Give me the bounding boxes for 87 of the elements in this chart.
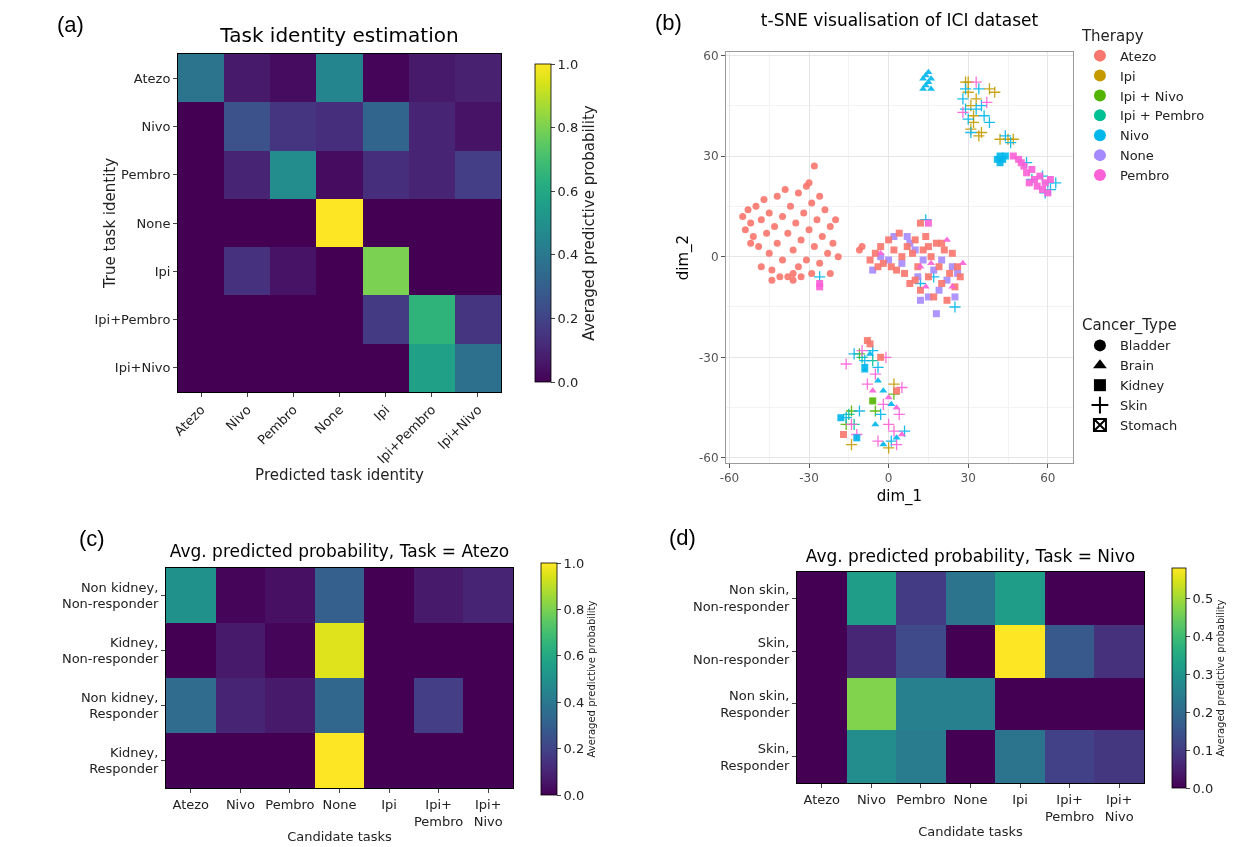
chart-title: t-SNE visualisation of ICI dataset: [760, 9, 1039, 30]
x-axis-title: dim_1: [876, 487, 923, 507]
color-bar-label: 1.0: [557, 56, 579, 72]
text: (a): [57, 12, 84, 37]
color-bar-label: 1.0: [563, 555, 585, 571]
chart-title: Task identity estimation: [219, 23, 459, 47]
y-tick-label: -60: [698, 451, 719, 466]
y-tick-label: Non skin, Responder: [720, 687, 791, 720]
chart-title: Avg. predicted probability, Task = Atezo: [169, 540, 510, 561]
y-tick-label: 30: [703, 149, 719, 164]
y-tick-label: Kidney, Non-responder: [61, 634, 160, 667]
x-tick-label: Atezo: [172, 796, 210, 812]
y-tick-label: Atezo: [133, 70, 171, 86]
color-bar-label: 0.8: [563, 601, 585, 617]
y-tick-label: Ipi+Pembro: [94, 312, 171, 328]
y-tick-label: Pembro: [121, 167, 171, 183]
y-tick-label: Kidney, Responder: [89, 744, 160, 777]
color-bar-label: 0.0: [557, 374, 579, 390]
y-tick-label: Skin, Responder: [720, 740, 791, 773]
legend-label: Ipi + Pembro: [1119, 108, 1205, 124]
text: Cancer_Type: [1081, 316, 1177, 335]
color-bar-label: 0.4: [1192, 628, 1214, 644]
x-tick-label: None: [322, 796, 357, 812]
x-tick-label: Atezo: [803, 791, 841, 807]
color-bar-title: Averaged predictive probability: [1215, 599, 1227, 757]
text: (b): [655, 10, 682, 35]
legend-label: None: [1119, 148, 1154, 164]
y-tick-label: Ipi: [154, 263, 171, 279]
color-bar-label: 0.8: [557, 120, 579, 136]
legend-label: Nivo: [1119, 128, 1149, 144]
text: Therapy: [1081, 26, 1144, 45]
x-tick-label: Ipi+ Nivo: [1104, 791, 1134, 824]
color-bar-label: 0.0: [563, 787, 585, 803]
x-tick-label: Ipi+ Pembro: [1044, 791, 1095, 824]
legend-label: Skin: [1119, 398, 1148, 414]
x-tick-label: Ipi+ Pembro: [413, 796, 464, 829]
y-axis-title: dim_2: [674, 234, 694, 281]
x-tick-label: Pembro: [265, 796, 315, 812]
legend-label: Ipi: [1119, 68, 1136, 84]
color-bar-label: 0.2: [1192, 704, 1214, 720]
legend-label: Kidney: [1119, 378, 1165, 394]
color-bar-label: 0.2: [557, 310, 579, 326]
legend-label: Atezo: [1119, 48, 1157, 64]
color-bar-label: 0.1: [1192, 742, 1214, 758]
x-tick-label: Nivo: [225, 796, 255, 812]
color-bar-label: 0.2: [563, 741, 585, 757]
legend-label: Ipi + Nivo: [1119, 88, 1184, 104]
y-axis-title: True task identity: [101, 157, 120, 290]
color-bar-title: Averaged predictive probability: [580, 105, 599, 341]
color-bar-title: Averaged predictive probability: [586, 600, 598, 758]
chart-title: Avg. predicted probability, Task = Nivo: [805, 545, 1136, 566]
x-tick-label: Pembro: [896, 791, 946, 807]
text: (d): [669, 525, 696, 550]
legend-label: Stomach: [1119, 418, 1178, 434]
color-bar-label: 0.3: [1192, 666, 1214, 682]
y-tick-label: None: [136, 215, 171, 231]
x-tick-label: Ipi: [381, 796, 397, 812]
legend-label: Pembro: [1119, 168, 1170, 184]
x-axis-title: Candidate tasks: [287, 829, 393, 845]
color-bar-label: 0.4: [563, 694, 585, 710]
y-tick-label: Non kidney, Responder: [80, 689, 160, 722]
x-tick-label: 60: [1040, 471, 1056, 486]
text: (c): [79, 526, 105, 551]
x-axis-title: Candidate tasks: [918, 824, 1024, 840]
y-tick-label: 0: [710, 249, 719, 264]
x-axis-title: Predicted task identity: [255, 466, 424, 485]
y-tick-label: 60: [703, 48, 719, 63]
legend-label: Bladder: [1119, 338, 1171, 354]
y-tick-label: Nivo: [141, 118, 171, 134]
x-tick-label: 30: [960, 471, 976, 486]
y-tick-label: Ipi+Nivo: [114, 360, 171, 376]
x-tick-label: -30: [799, 471, 819, 486]
x-tick-label: Ipi+ Nivo: [473, 796, 503, 829]
x-tick-label: Ipi: [1012, 791, 1028, 807]
y-tick-label: Skin, Non-responder: [692, 635, 791, 668]
y-tick-label: Non kidney, Non-responder: [61, 579, 160, 612]
y-tick-label: -30: [698, 350, 719, 365]
x-tick-label: None: [953, 791, 988, 807]
x-tick-label: Nivo: [856, 791, 886, 807]
color-bar-label: 0.6: [557, 183, 579, 199]
color-bar-label: 0.5: [1192, 590, 1214, 606]
color-bar-label: 0.6: [563, 648, 585, 664]
color-bar-label: 0.4: [557, 247, 579, 263]
legend-label: Brain: [1119, 358, 1155, 374]
color-bar-label: 0.0: [1192, 780, 1214, 796]
x-tick-label: 0: [884, 471, 893, 486]
y-tick-label: Non skin, Non-responder: [692, 582, 791, 615]
